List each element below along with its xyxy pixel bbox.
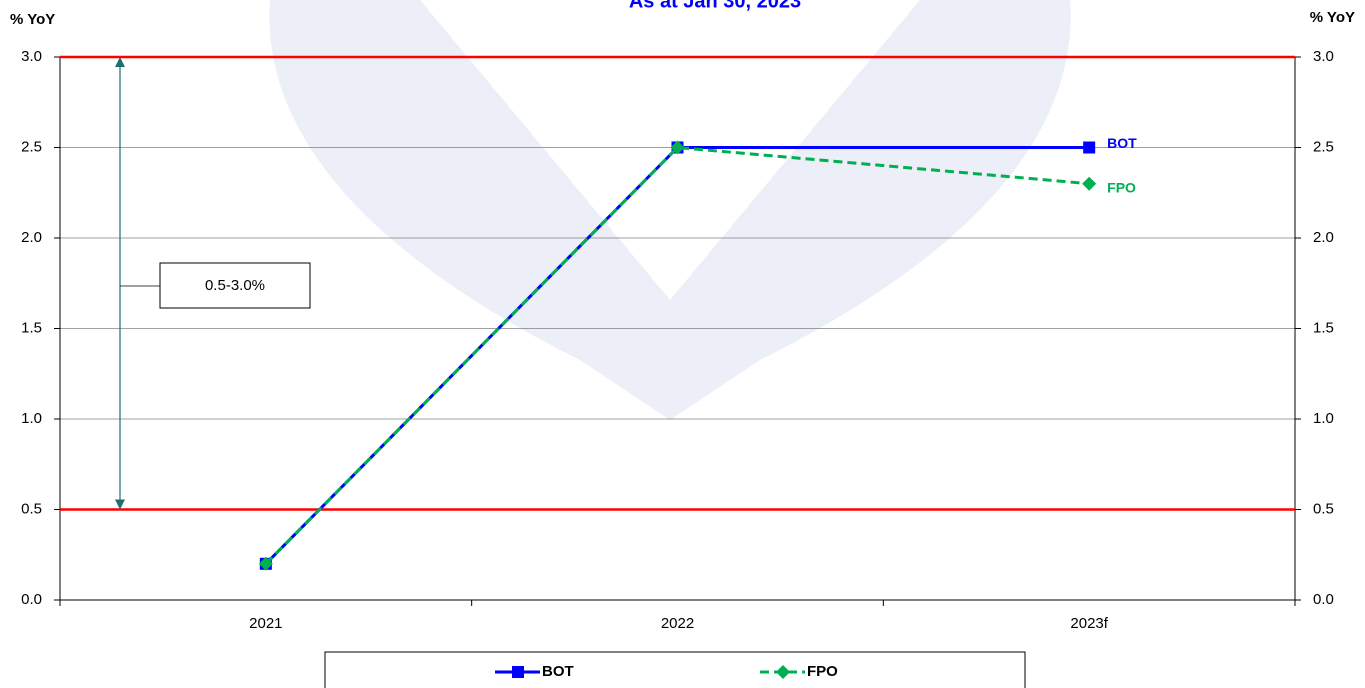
y2-tick-label: 1.5 [1313, 319, 1334, 336]
marker [670, 140, 685, 155]
y2-axis-label: % YoY [1310, 9, 1355, 26]
y2-tick-label: 2.0 [1313, 229, 1334, 246]
y2-tick-label: 2.5 [1313, 138, 1334, 155]
y-tick-label: 1.5 [21, 319, 42, 336]
legend-label: BOT [542, 663, 574, 680]
series-line [264, 145, 1090, 565]
x-tick-label: 2023f [1070, 615, 1108, 632]
annotation: 0.5-3.0% [205, 277, 265, 294]
marker [1083, 141, 1096, 154]
legend-marker [512, 666, 524, 678]
chart-title: As at Jan 30, 2023 [629, 0, 801, 12]
callout-box [159, 262, 311, 309]
y2-tick-label: 0.5 [1313, 500, 1334, 517]
arrow-head [115, 499, 125, 510]
legend-label: FPO [807, 663, 838, 680]
x-tick-label: 2022 [661, 615, 694, 632]
legend-box [324, 651, 1026, 688]
arrow-head [115, 57, 125, 67]
y-tick-label: 2.5 [21, 138, 42, 155]
marker [258, 556, 273, 571]
y2-tick-label: 3.0 [1313, 48, 1334, 65]
y-tick-label: 2.0 [21, 229, 42, 246]
y-axis-label: % YoY [10, 11, 55, 28]
x-tick-label: 2021 [249, 615, 282, 632]
y-tick-label: 0.0 [21, 591, 42, 608]
y2-tick-label: 1.0 [1313, 410, 1334, 427]
y-tick-label: 3.0 [21, 48, 42, 65]
y-tick-label: 0.5 [21, 500, 42, 517]
watermark [269, 0, 1071, 420]
marker [1082, 176, 1097, 191]
series-end-label: BOT [1107, 135, 1137, 151]
y2-tick-label: 0.0 [1313, 591, 1334, 608]
series-end-label: FPO [1107, 179, 1136, 195]
legend-marker [776, 665, 790, 679]
y-tick-label: 1.0 [21, 410, 42, 427]
